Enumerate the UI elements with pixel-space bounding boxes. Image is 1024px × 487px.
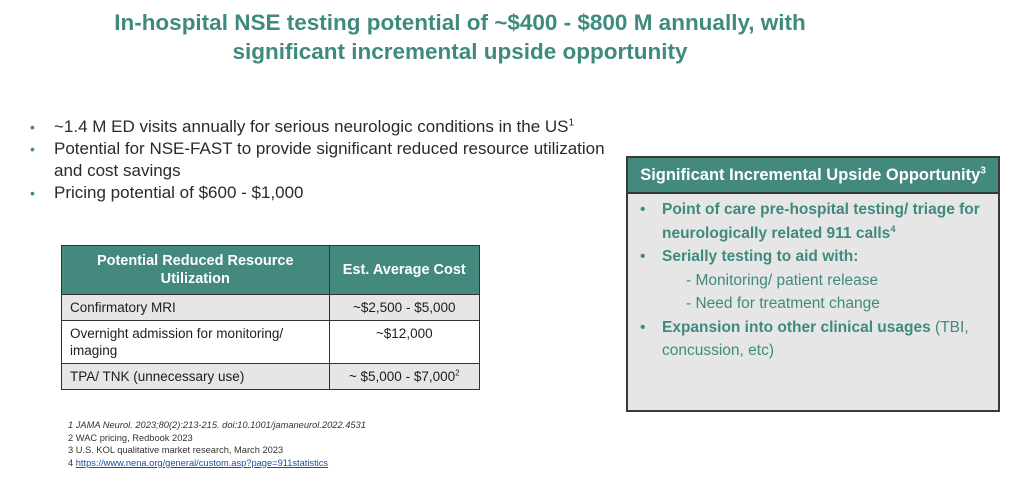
table-row: Confirmatory MRI ~$2,500 - $5,000 [61, 294, 481, 321]
upside-opportunity-box: Significant Incremental Upside Opportuni… [626, 156, 1000, 412]
upside-item: • Point of care pre-hospital testing/ tri… [636, 198, 990, 245]
title-line-2: significant incremental upside opportuni… [232, 39, 688, 64]
column-header: Potential Reduced Resource Utilization [61, 245, 330, 295]
bullet-icon: • [640, 201, 646, 218]
upside-subitem: - Need for treatment change [686, 295, 880, 312]
slide-title: In-hospital NSE testing potential of ~$4… [60, 8, 860, 66]
bullet-icon: • [640, 318, 646, 336]
bullet-icon: • [30, 141, 35, 157]
bullet-icon: • [640, 248, 646, 265]
upside-box-header: Significant Incremental Upside Opportuni… [628, 158, 998, 194]
reference-item: 2 WAC pricing, Redbook 2023 [68, 432, 193, 443]
upside-list: • Point of care pre-hospital testing/ tri… [628, 194, 998, 363]
upside-item: • Expansion into other clinical usages (T… [636, 316, 990, 363]
table-row: Overnight admission for monitoring/ imag… [61, 320, 481, 364]
reference-item: 4 https://www.nena.org/general/custom.as… [68, 457, 329, 468]
reference-link[interactable]: https://www.nena.org/general/custom.asp?… [75, 457, 329, 468]
cost-cell: ~ $5,000 - $7,0002 [328, 363, 481, 390]
reference-item: 1 JAMA Neurol. 2023;80(2):213-215. doi:1… [68, 420, 366, 430]
references: 1 JAMA Neurol. 2023;80(2):213-215. doi:1… [68, 419, 366, 469]
resource-cell: Confirmatory MRI [61, 294, 330, 321]
table-row: TPA/ TNK (unnecessary use) ~ $5,000 - $7… [61, 363, 481, 390]
upside-item: • Serially testing to aid with: [636, 245, 990, 269]
key-point: • Potential for NSE-FAST to provide signi… [30, 139, 605, 180]
table-header-row: Potential Reduced Resource Utilization E… [61, 245, 481, 295]
bullet-icon: • [30, 119, 35, 135]
upside-subitem: - Monitoring/ patient release [686, 271, 879, 289]
cost-table: Potential Reduced Resource Utilization E… [61, 245, 481, 390]
title-line-1: In-hospital NSE testing potential of ~$4… [114, 10, 806, 35]
key-points-list: • ~1.4 M ED visits annually for serious n… [28, 116, 628, 204]
resource-cell: TPA/ TNK (unnecessary use) [61, 363, 330, 390]
cost-cell: ~$12,000 [328, 320, 481, 364]
bullet-icon: • [30, 185, 35, 201]
resource-cell: Overnight admission for monitoring/ imag… [61, 320, 330, 364]
column-header: Est. Average Cost [328, 245, 481, 295]
reference-item: 3 U.S. KOL qualitative market research, … [68, 445, 284, 455]
key-point: • ~1.4 M ED visits annually for serious n… [30, 117, 575, 136]
cost-cell: ~$2,500 - $5,000 [328, 294, 481, 321]
key-point: • Pricing potential of $600 - $1,000 [30, 183, 304, 202]
